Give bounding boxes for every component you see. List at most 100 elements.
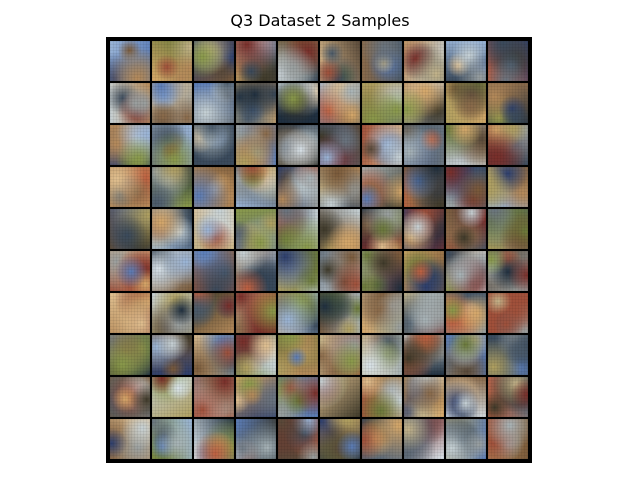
- sample-tile: [320, 335, 360, 375]
- sample-tile: [404, 83, 444, 123]
- sample-image-grid: [106, 37, 532, 463]
- sample-tile: [404, 377, 444, 417]
- sample-tile: [404, 41, 444, 81]
- sample-tile: [236, 251, 276, 291]
- sample-tile: [236, 125, 276, 165]
- sample-tile: [194, 419, 234, 459]
- sample-tile: [362, 209, 402, 249]
- sample-tile: [236, 209, 276, 249]
- sample-tile: [194, 125, 234, 165]
- sample-tile: [236, 377, 276, 417]
- sample-tile: [278, 209, 318, 249]
- sample-tile: [446, 377, 486, 417]
- sample-tile: [320, 377, 360, 417]
- sample-tile: [404, 209, 444, 249]
- sample-tile: [236, 293, 276, 333]
- sample-tile: [446, 335, 486, 375]
- sample-tile: [362, 377, 402, 417]
- sample-tile: [278, 293, 318, 333]
- sample-tile: [278, 251, 318, 291]
- sample-tile: [320, 209, 360, 249]
- sample-tile: [362, 41, 402, 81]
- sample-tile: [110, 251, 150, 291]
- sample-tile: [446, 251, 486, 291]
- sample-tile: [488, 167, 528, 207]
- sample-tile: [110, 419, 150, 459]
- sample-tile: [404, 251, 444, 291]
- sample-tile: [152, 83, 192, 123]
- sample-tile: [362, 419, 402, 459]
- sample-tile: [362, 251, 402, 291]
- sample-tile: [446, 419, 486, 459]
- sample-tile: [404, 419, 444, 459]
- sample-tile: [194, 83, 234, 123]
- sample-tile: [404, 335, 444, 375]
- sample-tile: [278, 83, 318, 123]
- sample-tile: [152, 41, 192, 81]
- sample-tile: [404, 167, 444, 207]
- sample-tile: [488, 419, 528, 459]
- sample-tile: [362, 125, 402, 165]
- sample-tile: [446, 125, 486, 165]
- sample-tile: [320, 293, 360, 333]
- sample-tile: [194, 335, 234, 375]
- sample-tile: [152, 209, 192, 249]
- sample-tile: [110, 125, 150, 165]
- sample-tile: [446, 293, 486, 333]
- sample-tile: [152, 335, 192, 375]
- sample-tile: [152, 419, 192, 459]
- sample-tile: [236, 167, 276, 207]
- sample-tile: [194, 377, 234, 417]
- sample-tile: [446, 209, 486, 249]
- sample-tile: [110, 209, 150, 249]
- sample-tile: [488, 377, 528, 417]
- sample-tile: [110, 377, 150, 417]
- sample-tile: [278, 125, 318, 165]
- sample-tile: [362, 335, 402, 375]
- sample-tile: [194, 167, 234, 207]
- sample-tile: [152, 125, 192, 165]
- sample-tile: [194, 41, 234, 81]
- sample-tile: [446, 83, 486, 123]
- sample-tile: [236, 419, 276, 459]
- sample-tile: [152, 167, 192, 207]
- sample-tile: [110, 41, 150, 81]
- sample-tile: [404, 125, 444, 165]
- sample-tile: [488, 83, 528, 123]
- sample-tile: [278, 41, 318, 81]
- sample-tile: [110, 293, 150, 333]
- sample-tile: [194, 251, 234, 291]
- sample-tile: [488, 209, 528, 249]
- sample-tile: [236, 41, 276, 81]
- sample-tile: [320, 419, 360, 459]
- sample-tile: [488, 293, 528, 333]
- sample-tile: [110, 167, 150, 207]
- sample-tile: [362, 83, 402, 123]
- sample-tile: [488, 125, 528, 165]
- sample-tile: [320, 167, 360, 207]
- sample-tile: [194, 293, 234, 333]
- sample-tile: [488, 41, 528, 81]
- sample-tile: [152, 377, 192, 417]
- sample-tile: [404, 293, 444, 333]
- sample-tile: [320, 251, 360, 291]
- sample-tile: [236, 83, 276, 123]
- sample-tile: [320, 83, 360, 123]
- sample-tile: [488, 251, 528, 291]
- sample-tile: [362, 167, 402, 207]
- sample-tile: [110, 83, 150, 123]
- sample-tile: [446, 41, 486, 81]
- sample-tile: [236, 335, 276, 375]
- sample-grid-cells: [110, 41, 530, 461]
- sample-tile: [320, 41, 360, 81]
- sample-tile: [194, 209, 234, 249]
- sample-tile: [110, 335, 150, 375]
- sample-tile: [278, 335, 318, 375]
- sample-tile: [278, 377, 318, 417]
- sample-tile: [152, 251, 192, 291]
- sample-tile: [446, 167, 486, 207]
- figure-title: Q3 Dataset 2 Samples: [230, 11, 410, 30]
- sample-tile: [278, 167, 318, 207]
- sample-tile: [152, 293, 192, 333]
